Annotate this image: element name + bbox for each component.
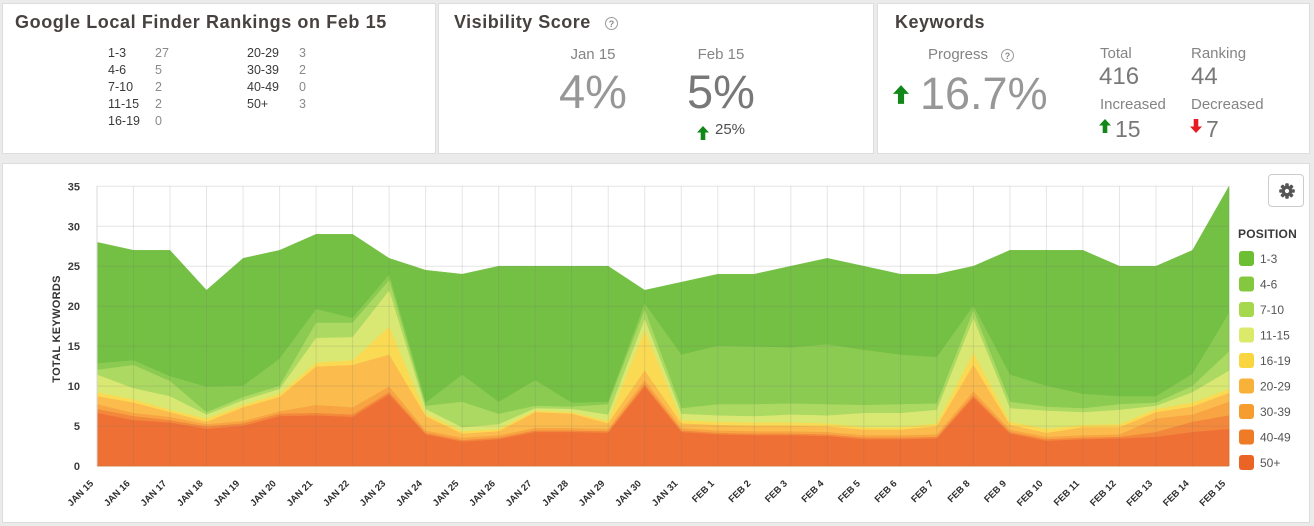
svg-text:FEB 10: FEB 10 [1015,478,1046,509]
svg-text:FEB 1: FEB 1 [690,478,717,505]
svg-text:0: 0 [74,461,80,473]
svg-text:7-10: 7-10 [1260,303,1284,317]
svg-text:JAN 28: JAN 28 [540,478,571,509]
svg-text:FEB 2: FEB 2 [727,478,754,505]
svg-text:5: 5 [74,421,80,433]
svg-text:JAN 26: JAN 26 [467,478,498,509]
svg-text:JAN 31: JAN 31 [650,478,681,509]
svg-text:11-15: 11-15 [1260,329,1290,343]
svg-text:FEB 12: FEB 12 [1088,478,1119,509]
svg-text:FEB 14: FEB 14 [1161,478,1192,509]
svg-text:50+: 50+ [1260,456,1280,470]
svg-text:JAN 24: JAN 24 [394,478,425,509]
svg-text:FEB 3: FEB 3 [763,478,790,505]
svg-text:JAN 19: JAN 19 [212,478,243,509]
svg-text:FEB 4: FEB 4 [800,478,827,505]
svg-text:20: 20 [68,301,80,313]
svg-text:JAN 15: JAN 15 [66,478,97,509]
svg-text:4-6: 4-6 [1260,278,1278,292]
svg-text:JAN 18: JAN 18 [175,478,206,509]
svg-text:JAN 27: JAN 27 [504,478,535,509]
svg-text:FEB 7: FEB 7 [909,478,936,505]
svg-text:POSITION: POSITION [1238,227,1297,241]
svg-text:JAN 21: JAN 21 [285,478,316,509]
svg-text:40-49: 40-49 [1260,431,1291,445]
svg-text:FEB 9: FEB 9 [982,478,1009,505]
svg-text:30: 30 [68,221,80,233]
svg-text:10: 10 [68,381,80,393]
svg-text:1-3: 1-3 [1260,252,1278,266]
svg-text:JAN 16: JAN 16 [102,478,133,509]
svg-text:JAN 29: JAN 29 [577,478,608,509]
svg-text:FEB 11: FEB 11 [1052,478,1083,509]
svg-text:TOTAL KEYWORDS: TOTAL KEYWORDS [51,275,63,382]
svg-text:35: 35 [68,181,80,193]
svg-text:15: 15 [68,341,80,353]
svg-text:FEB 13: FEB 13 [1125,478,1156,509]
svg-text:30-39: 30-39 [1260,405,1291,419]
svg-text:JAN 23: JAN 23 [358,478,389,509]
svg-text:FEB 5: FEB 5 [836,478,863,505]
svg-text:JAN 25: JAN 25 [431,478,462,509]
svg-text:JAN 20: JAN 20 [248,478,279,509]
svg-text:16-19: 16-19 [1260,354,1291,368]
svg-text:FEB 6: FEB 6 [873,478,900,505]
svg-text:25: 25 [68,261,80,273]
svg-text:JAN 22: JAN 22 [321,478,352,509]
svg-text:FEB 8: FEB 8 [946,478,973,505]
svg-text:FEB 15: FEB 15 [1198,478,1229,509]
svg-text:20-29: 20-29 [1260,380,1291,394]
svg-text:JAN 17: JAN 17 [139,478,170,509]
svg-text:JAN 30: JAN 30 [613,478,644,509]
